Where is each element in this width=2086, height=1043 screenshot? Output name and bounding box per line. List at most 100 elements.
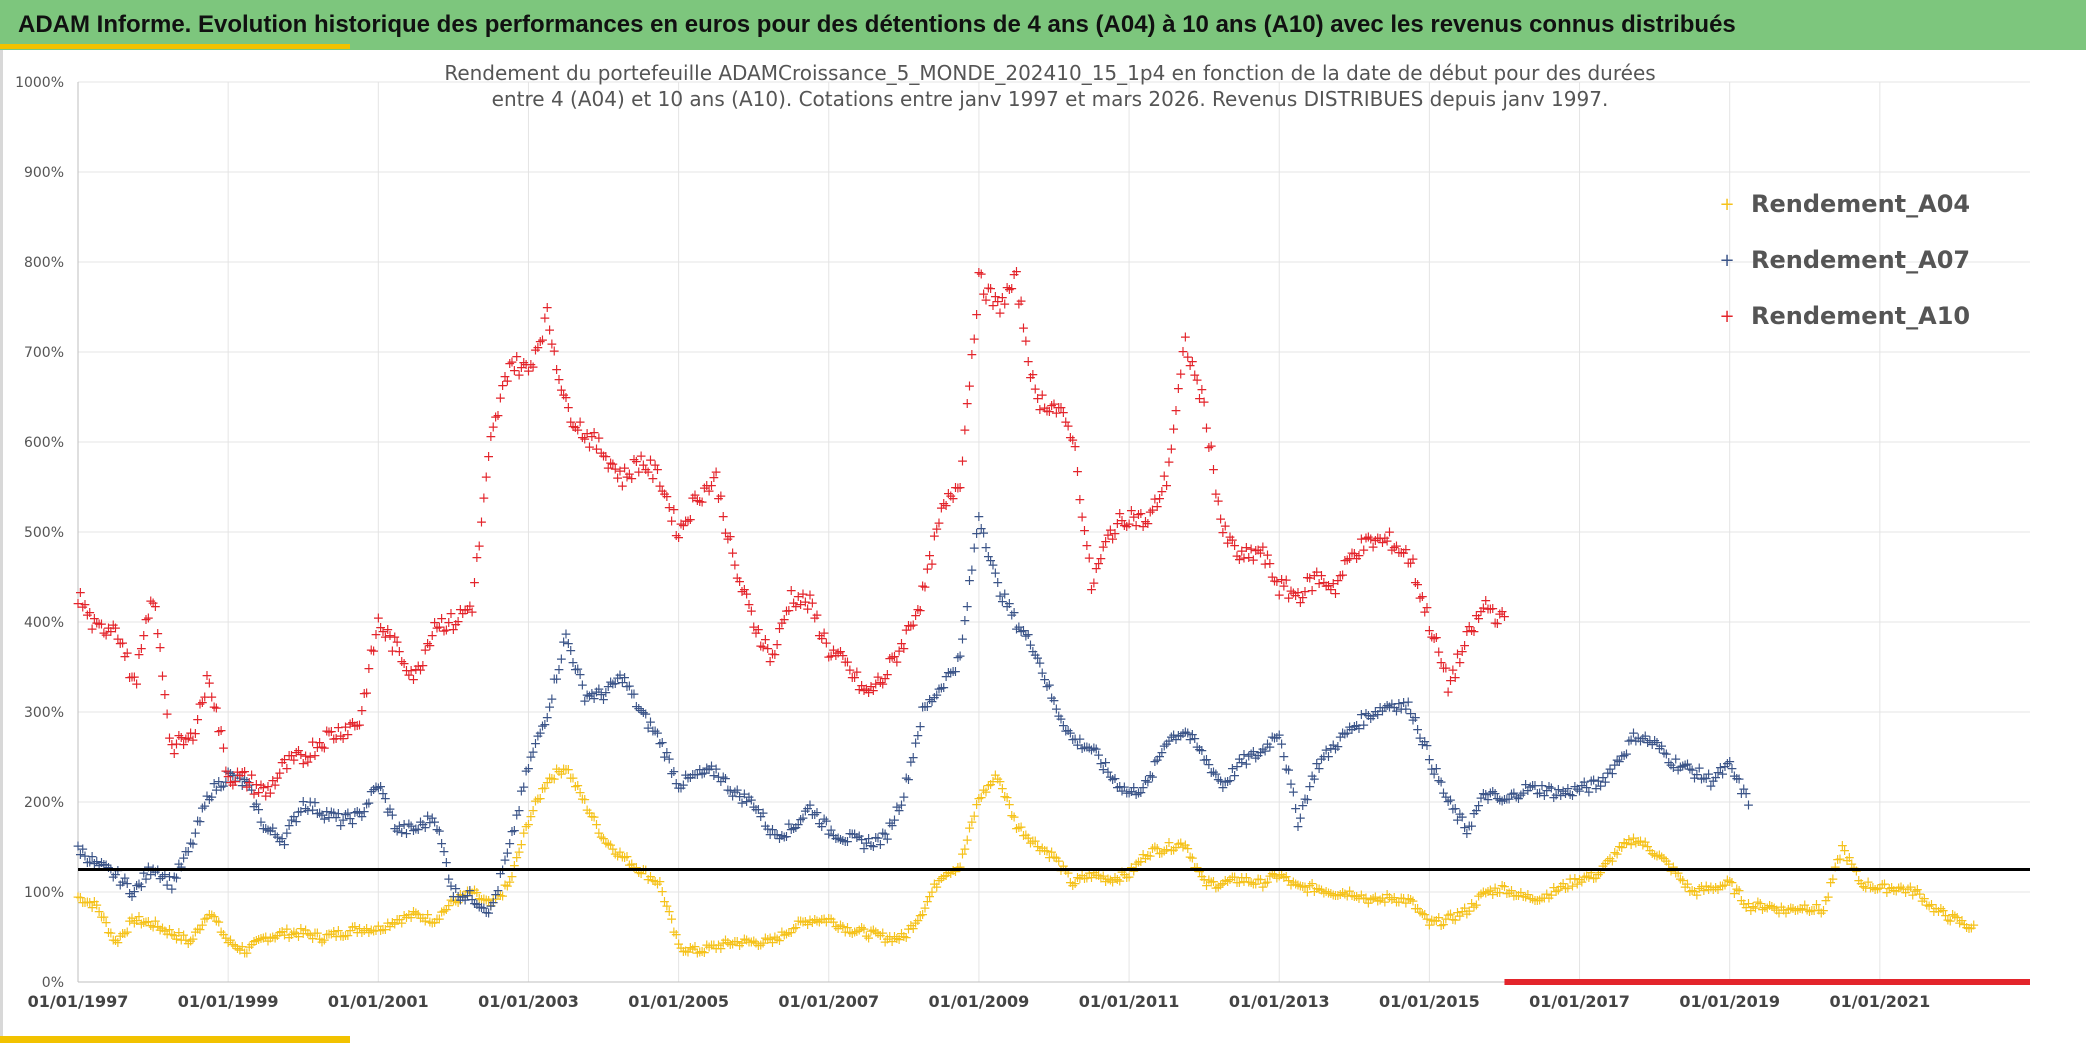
data-point: + (600, 685, 612, 701)
data-point: + (762, 932, 774, 948)
data-point: + (1508, 888, 1520, 904)
data-point: + (440, 623, 452, 639)
data-point: + (335, 928, 347, 944)
data-point: + (1208, 462, 1220, 478)
data-point: + (314, 735, 326, 751)
data-point: + (417, 910, 429, 926)
data-point: + (1027, 644, 1039, 660)
data-point: + (1086, 582, 1098, 598)
data-point: + (1358, 543, 1370, 559)
data-point: + (1677, 873, 1689, 889)
data-point: + (391, 912, 403, 928)
data-point: + (124, 670, 136, 686)
data-point: + (891, 931, 903, 947)
data-point: + (307, 803, 319, 819)
data-point: + (1013, 820, 1025, 836)
data-point: + (792, 589, 804, 605)
data-point: + (1081, 870, 1093, 886)
data-point: + (670, 927, 682, 943)
data-point: + (982, 778, 994, 794)
data-point: + (1954, 915, 1966, 931)
data-point: + (1947, 907, 1959, 923)
data-point: + (1402, 556, 1414, 572)
data-point: + (377, 922, 389, 938)
data-point: + (1025, 638, 1037, 654)
data-point: + (1766, 899, 1778, 915)
data-point: + (1102, 527, 1114, 543)
data-point: + (302, 803, 314, 819)
data-point: + (74, 847, 86, 863)
data-point: + (213, 915, 225, 931)
data-point: + (485, 899, 497, 915)
data-point: + (811, 608, 823, 624)
data-point: + (1499, 609, 1511, 625)
data-point: + (1388, 540, 1400, 556)
data-point: + (424, 815, 436, 831)
reference-layer (78, 868, 2030, 985)
data-point: + (1177, 726, 1189, 742)
data-point: + (1170, 732, 1182, 748)
data-point: + (1632, 731, 1644, 747)
y-tick-label: 400% (24, 615, 64, 631)
data-point: + (103, 860, 115, 876)
data-point: + (1255, 745, 1267, 761)
data-point: + (1276, 736, 1288, 752)
data-point: + (1194, 864, 1206, 880)
data-point: + (1398, 695, 1410, 711)
data-point: + (1072, 737, 1084, 753)
data-point: + (269, 930, 281, 946)
data-point: + (1485, 602, 1497, 618)
data-point: + (1074, 492, 1086, 508)
data-point: + (710, 464, 722, 480)
data-point: + (1433, 910, 1445, 926)
data-point: + (1569, 779, 1581, 795)
data-point: + (1592, 867, 1604, 883)
data-point: + (321, 724, 333, 740)
data-point: + (333, 806, 345, 822)
data-point: + (387, 807, 399, 823)
data-point: + (168, 869, 180, 885)
data-point: + (182, 844, 194, 860)
data-point: + (1588, 871, 1600, 887)
data-point: + (401, 910, 413, 926)
data-point: + (506, 869, 518, 885)
data-point: + (708, 470, 720, 486)
data-point: + (968, 809, 980, 825)
data-point: + (1086, 742, 1098, 758)
data-point: + (931, 687, 943, 703)
data-point: + (591, 817, 603, 833)
data-point: + (1414, 730, 1426, 746)
data-point: + (1280, 572, 1292, 588)
data-point: + (567, 655, 579, 671)
data-point: + (745, 934, 757, 950)
data-point: + (1459, 900, 1471, 916)
data-point: + (265, 930, 277, 946)
data-point: + (1395, 545, 1407, 561)
data-point: + (483, 449, 495, 465)
data-point: + (201, 788, 213, 804)
data-point: + (626, 857, 638, 873)
data-point: + (1677, 759, 1689, 775)
data-point: + (1067, 432, 1079, 448)
data-point: + (1269, 867, 1281, 883)
data-point: + (403, 817, 415, 833)
data-point: + (997, 290, 1009, 306)
data-point: + (365, 784, 377, 800)
data-point: + (506, 824, 518, 840)
data-point: + (1442, 684, 1454, 700)
data-point: + (375, 620, 387, 636)
data-point: + (537, 332, 549, 348)
data-point: + (525, 357, 537, 373)
data-point: + (954, 860, 966, 876)
data-point: + (98, 909, 110, 925)
data-point: + (1550, 787, 1562, 803)
data-point: + (982, 281, 994, 297)
data-point: + (989, 565, 1001, 581)
data-point: + (1299, 880, 1311, 896)
data-point: + (724, 783, 736, 799)
data-point: + (1041, 403, 1053, 419)
data-point: + (1419, 604, 1431, 620)
data-point: + (1243, 749, 1255, 765)
data-point: + (785, 925, 797, 941)
data-point: + (938, 869, 950, 885)
